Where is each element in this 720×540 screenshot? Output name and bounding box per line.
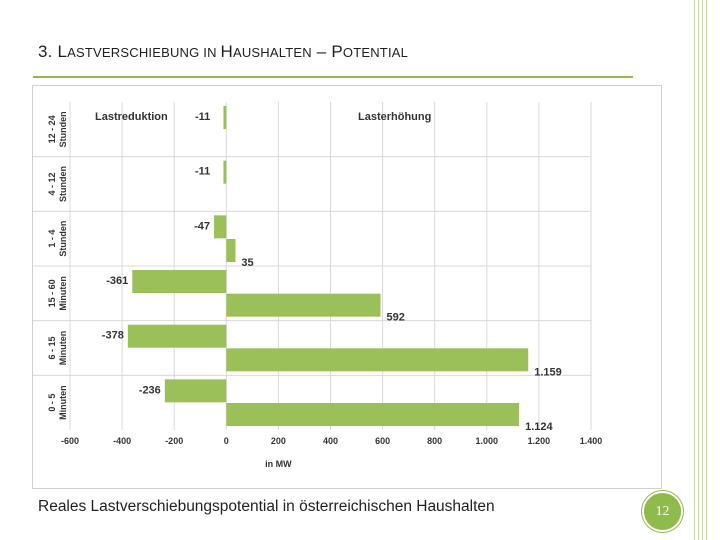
data-label-reduction: -378 [102, 330, 124, 342]
title-part: 3. L [38, 42, 68, 61]
data-label-increase: 1.159 [534, 366, 562, 378]
x-tick-label: -400 [113, 436, 131, 446]
bar-reduction [214, 215, 227, 239]
category-label-line: 4 - 12 [47, 172, 57, 195]
data-label-reduction: -11 [195, 166, 210, 178]
decorative-line [706, 0, 707, 540]
decorative-line [694, 0, 695, 540]
category-label-line: Stunden [58, 221, 68, 257]
title-underline [33, 76, 633, 78]
bar-reduction [223, 106, 227, 129]
chart-frame: -11 12 - 24Stunden -11 4 - 12Stunden -47 35 1 … [32, 85, 662, 489]
decorative-line [698, 0, 699, 540]
category-label: 12 - 24Stunden [47, 111, 68, 147]
title-part: P [331, 42, 343, 61]
category-label-line: Stunden [58, 166, 68, 202]
x-tick-label: -200 [165, 436, 183, 446]
x-tick-label: 600 [375, 436, 390, 446]
x-tick-label: 1.400 [580, 436, 603, 446]
category-label-line: 1 - 4 [47, 230, 57, 248]
title-part: ASTVERSCHIEBUNG IN [67, 45, 221, 60]
x-tick-label: 800 [427, 436, 442, 446]
x-tick-label: 0 [224, 436, 229, 446]
category-label-line: 15 - 60 [47, 279, 57, 307]
slide-caption: Reales Lastverschiebungspotential in öst… [38, 498, 495, 515]
annotation-lasterhoehung: Lasterhöhung [358, 111, 431, 123]
category-label-line: 6 - 15 [47, 336, 57, 359]
category-label: 15 - 60Minuten [47, 276, 68, 311]
title-part: OTENTIAL [342, 45, 409, 60]
category-label-line: 12 - 24 [47, 115, 57, 143]
data-label-reduction: -11 [195, 111, 210, 123]
decorative-line [702, 0, 703, 540]
data-label-increase: 592 [387, 312, 405, 324]
category-label: 1 - 4Stunden [47, 221, 68, 257]
page-number-badge: 12 [642, 491, 683, 532]
x-tick-label: 1.200 [528, 436, 551, 446]
bar-increase [226, 239, 236, 262]
category-label-line: Minuten [58, 331, 68, 366]
data-label-increase: 35 [241, 257, 253, 269]
category-label-line: Stunden [58, 111, 68, 147]
x-tick-label: 200 [271, 436, 286, 446]
category-label: 0 - 5Minuten [47, 385, 68, 420]
x-tick-label: -600 [61, 436, 79, 446]
bar-increase [226, 293, 381, 317]
x-tick-label: 400 [323, 436, 338, 446]
data-label-increase: 1.124 [525, 421, 553, 433]
bar-reduction [223, 160, 227, 184]
x-axis-label: in MW [265, 459, 292, 469]
category-label-line: Minuten [58, 276, 68, 311]
data-label-reduction: -47 [194, 220, 210, 232]
data-label-reduction: -361 [106, 275, 128, 287]
annotation-lastreduktion: Lastreduktion [95, 111, 168, 123]
category-label: 4 - 12Stunden [47, 166, 68, 202]
title-part: AUSHALTEN [232, 45, 312, 60]
data-label-reduction: -236 [139, 384, 161, 396]
bar-reduction [127, 324, 227, 348]
title-part: H [220, 42, 233, 61]
x-tick-label: 1.000 [476, 436, 499, 446]
category-label: 6 - 15Minuten [47, 331, 68, 366]
category-label-line: 0 - 5 [47, 394, 57, 412]
category-label-line: Minuten [58, 385, 68, 420]
bar-reduction [132, 270, 227, 293]
bar-increase [226, 348, 529, 372]
bar-increase [226, 403, 520, 426]
bar-reduction [164, 379, 227, 403]
slide-title: 3. LASTVERSCHIEBUNG IN HAUSHALTEN – POTE… [38, 42, 408, 62]
title-part: – [311, 42, 332, 61]
